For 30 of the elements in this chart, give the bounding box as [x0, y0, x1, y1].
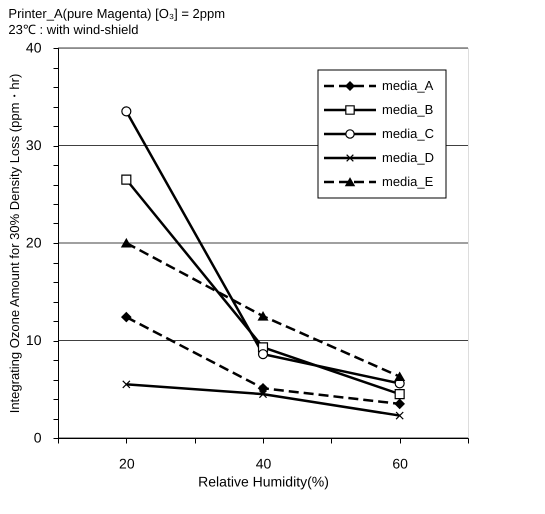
legend-label: media_E [382, 174, 434, 189]
x-tick-label: 40 [256, 456, 272, 472]
chart-subtitle: 23℃ : with wind-shield [8, 22, 138, 37]
legend-label: media_C [382, 126, 434, 141]
point [122, 380, 131, 389]
point [395, 411, 404, 420]
point [258, 312, 268, 321]
point [121, 174, 132, 185]
chart-title: Printer_A(pure Magenta) [O₃] = 2ppm [8, 6, 226, 21]
point [121, 312, 132, 322]
point [394, 372, 405, 382]
y-tick-label: 10 [26, 332, 42, 348]
y-tick-label: 30 [26, 137, 42, 153]
x-tick-label: 60 [392, 456, 408, 472]
point [121, 238, 132, 248]
y-axis-title: Integrating Ozone Amount for 30% Density Loss (ppm・hr) [6, 74, 22, 414]
x-axis-title: Relative Humidity(%) [198, 474, 329, 490]
legend-label: media_A [382, 78, 434, 93]
point [258, 349, 268, 360]
point [394, 389, 405, 400]
point [394, 398, 405, 409]
point [121, 106, 132, 116]
y-tick-label: 40 [26, 40, 42, 56]
legend-label: media_D [382, 150, 434, 165]
point [258, 383, 268, 394]
y-tick-label: 0 [34, 430, 42, 446]
x-tick-label: 20 [119, 456, 135, 472]
point [258, 390, 268, 398]
legend-label: media_B [382, 102, 434, 117]
y-tick-label: 20 [26, 234, 42, 250]
